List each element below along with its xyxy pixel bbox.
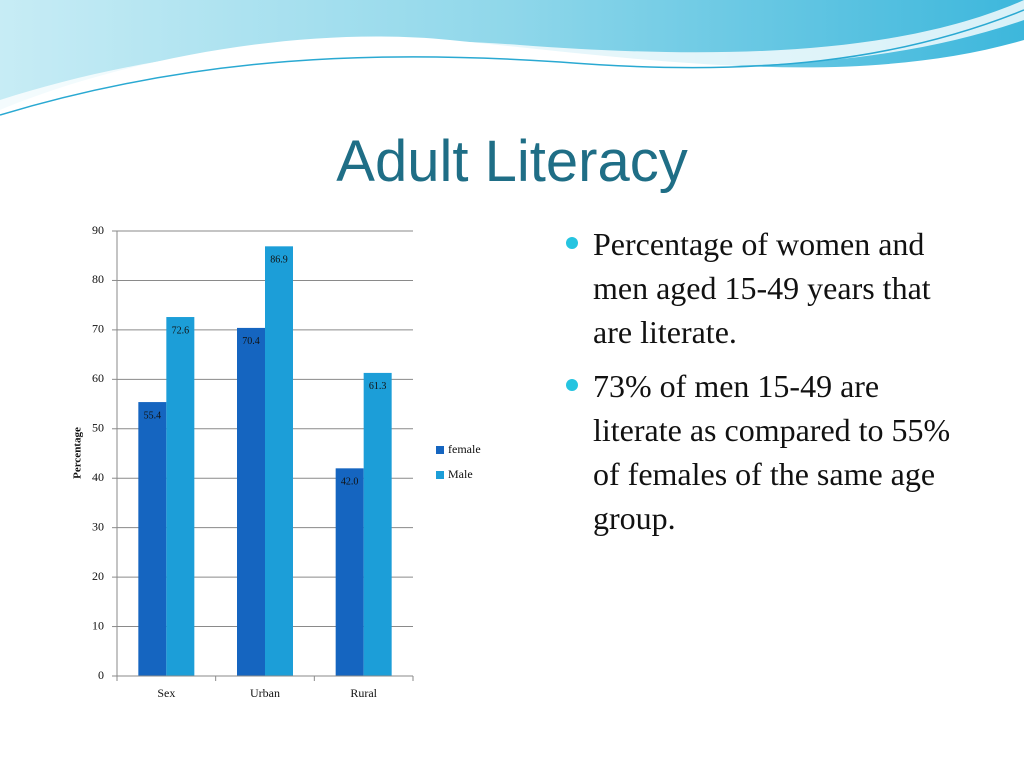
y-tick-label: 0 <box>98 668 104 682</box>
bar <box>265 246 293 677</box>
header-waves <box>0 0 1024 116</box>
legend-swatch <box>436 446 444 454</box>
data-label: 70.4 <box>242 336 260 347</box>
data-label: 61.3 <box>369 381 387 392</box>
bullet-text: Percentage of women and men aged 15-49 y… <box>593 226 931 350</box>
x-tick-label: Urban <box>250 686 280 700</box>
slide-title: Adult Literacy <box>336 129 688 194</box>
bar <box>363 372 392 676</box>
legend-label: female <box>448 442 481 456</box>
y-tick-label: 40 <box>92 470 104 484</box>
y-tick-label: 70 <box>92 322 104 336</box>
legend-label: Male <box>448 467 473 481</box>
x-tick-label: Sex <box>157 686 175 700</box>
bullet: 73% of men 15-49 are literate as compare… <box>566 364 973 540</box>
y-tick-label: 90 <box>92 223 104 237</box>
y-tick-label: 60 <box>92 371 104 385</box>
bullet-text: 73% of men 15-49 are literate as compare… <box>593 368 951 536</box>
legend-swatch <box>436 471 444 479</box>
bullet: Percentage of women and men aged 15-49 y… <box>566 222 973 354</box>
bar <box>138 402 167 676</box>
y-tick-label: 80 <box>92 272 104 286</box>
chart: Percentage 0 10 20 30 40 50 60 70 80 90 Sex 55.4 72.… <box>72 223 481 700</box>
y-axis-label: Percentage <box>72 427 84 479</box>
y-tick-label: 30 <box>92 519 104 533</box>
bar <box>335 468 364 676</box>
bar <box>166 317 195 676</box>
data-label: 72.6 <box>172 325 190 336</box>
data-label: 86.9 <box>270 255 288 266</box>
x-tick-label: Rural <box>350 686 377 700</box>
y-tick-label: 10 <box>92 618 104 632</box>
data-label: 55.4 <box>144 410 162 421</box>
data-label: 42.0 <box>341 477 359 488</box>
y-tick-label: 20 <box>92 569 104 583</box>
y-tick-label: 50 <box>92 421 104 435</box>
bar <box>237 327 265 676</box>
